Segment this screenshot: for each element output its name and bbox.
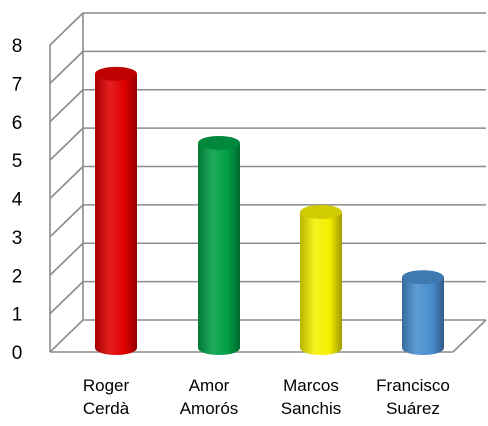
y-tick-label: 7 bbox=[12, 74, 23, 95]
x-tick-label-line: Cerdà bbox=[83, 399, 130, 418]
x-tick-label: Amor Amorós bbox=[180, 376, 239, 418]
y-tick-label: 6 bbox=[12, 113, 23, 134]
x-tick-label: Francisco Suárez bbox=[376, 376, 450, 418]
gridline-diagonal bbox=[49, 204, 84, 238]
gridline-diagonal bbox=[49, 50, 84, 84]
bar-top bbox=[402, 270, 444, 285]
x-tick-label-line: Francisco bbox=[376, 376, 450, 395]
y-axis: 0 1 2 3 4 5 6 7 8 bbox=[12, 36, 23, 364]
x-tick-label-line: Amor bbox=[189, 376, 230, 395]
category-labels: Roger Cerdà Amor Amorós Marcos Sanchis Francis… bbox=[83, 376, 450, 418]
y-tick-label: 1 bbox=[12, 305, 23, 326]
x-tick-label-line: Marcos bbox=[283, 376, 339, 395]
bar-body bbox=[198, 142, 240, 355]
floor-right-edge bbox=[452, 319, 487, 353]
y-tick-label: 8 bbox=[12, 36, 23, 57]
x-tick-label-line: Roger bbox=[83, 376, 130, 395]
gridline-diagonal bbox=[49, 89, 84, 123]
bars bbox=[95, 66, 444, 356]
bar-body bbox=[95, 73, 137, 356]
gridline-diagonal bbox=[49, 127, 84, 161]
gridline-diagonal bbox=[49, 319, 84, 353]
bar bbox=[300, 205, 342, 355]
bar-body bbox=[300, 212, 342, 355]
x-tick-label: Marcos Sanchis bbox=[281, 376, 341, 418]
gridline-diagonal bbox=[49, 242, 84, 276]
gridline-diagonal bbox=[49, 281, 84, 315]
bar-top bbox=[300, 205, 342, 220]
bar bbox=[198, 135, 240, 355]
bar bbox=[95, 66, 137, 356]
y-tick-label: 5 bbox=[12, 151, 23, 172]
y-tick-label: 2 bbox=[12, 266, 23, 287]
bar-body bbox=[402, 277, 444, 355]
y-tick-label: 0 bbox=[12, 343, 23, 364]
x-tick-label-line: Amorós bbox=[180, 399, 239, 418]
bar-top bbox=[198, 135, 240, 150]
y-tick-label: 4 bbox=[12, 190, 23, 211]
x-tick-label-line: Sanchis bbox=[281, 399, 341, 418]
y-tick-label: 3 bbox=[12, 228, 23, 249]
gridline-diagonal bbox=[49, 12, 84, 46]
x-tick-label: Roger Cerdà bbox=[83, 376, 130, 418]
gridline-diagonal bbox=[49, 165, 84, 200]
bar bbox=[402, 270, 444, 355]
x-tick-label-line: Suárez bbox=[386, 399, 440, 418]
bar-top bbox=[95, 66, 137, 81]
